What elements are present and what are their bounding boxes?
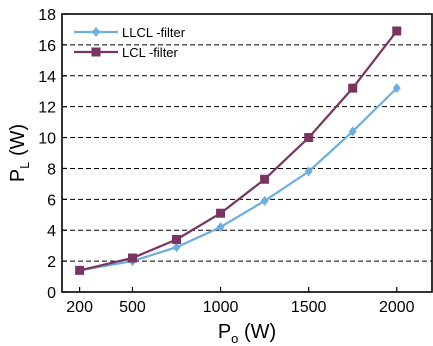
data-point-llcl [260, 195, 269, 206]
x-tick-label: 500 [119, 299, 146, 316]
data-point-llcl [216, 222, 225, 233]
x-axis-label-sub: o [231, 331, 238, 346]
data-point-lcl [172, 234, 182, 244]
x-axis-label: Po (W) [218, 321, 276, 346]
legend-label-lcl: LCL -filter [122, 45, 179, 60]
data-point-llcl [304, 166, 313, 177]
legend-marker-llcl [92, 27, 100, 37]
x-tick-label: 1500 [291, 299, 327, 316]
y-tick-label: 8 [47, 161, 56, 178]
legend-label-llcl: LLCL -filter [122, 25, 186, 40]
legend: LLCL -filter LCL -filter [74, 25, 186, 60]
data-point-lcl [216, 208, 226, 218]
y-tick-label: 12 [38, 100, 56, 117]
data-point-lcl [304, 133, 314, 143]
data-point-lcl [75, 265, 85, 275]
y-tick-label: 4 [47, 223, 56, 240]
data-point-llcl [392, 83, 401, 94]
axis-ticks: 0 2 4 6 8 10 12 14 16 18 200 500 1000 1500 2000 [38, 7, 414, 316]
series-line-llcl [79, 87, 398, 272]
data-point-lcl [392, 26, 402, 36]
data-point-llcl [348, 126, 357, 137]
grid-lines [62, 44, 432, 262]
series-llcl [75, 83, 401, 276]
y-tick-label: 2 [47, 254, 56, 271]
y-tick-label: 10 [38, 131, 56, 148]
data-point-lcl [127, 253, 137, 263]
y-axis-label: PL (W) [7, 124, 32, 182]
y-tick-label: 16 [38, 38, 56, 55]
x-tick-label: 1000 [203, 299, 239, 316]
data-point-lcl [348, 83, 358, 93]
y-tick-label: 18 [38, 7, 56, 24]
x-axis-label-main: P [218, 321, 231, 343]
data-point-llcl [172, 242, 181, 253]
y-tick-label: 6 [47, 192, 56, 209]
x-tick-label: 200 [66, 299, 93, 316]
series-lcl [75, 26, 402, 275]
y-tick-label: 14 [38, 69, 56, 86]
data-point-lcl [260, 174, 270, 184]
y-axis-label-unit: (W) [7, 124, 29, 162]
y-axis-label-sub: L [17, 162, 32, 169]
plot-frame [61, 13, 433, 293]
y-axis-label-main: P [7, 169, 29, 182]
series-layer [75, 26, 402, 276]
x-axis-label-unit: (W) [238, 321, 276, 343]
legend-marker-lcl [91, 47, 101, 57]
series-line-lcl [79, 30, 398, 272]
y-tick-label: 0 [47, 285, 56, 302]
x-tick-label: 2000 [379, 299, 415, 316]
